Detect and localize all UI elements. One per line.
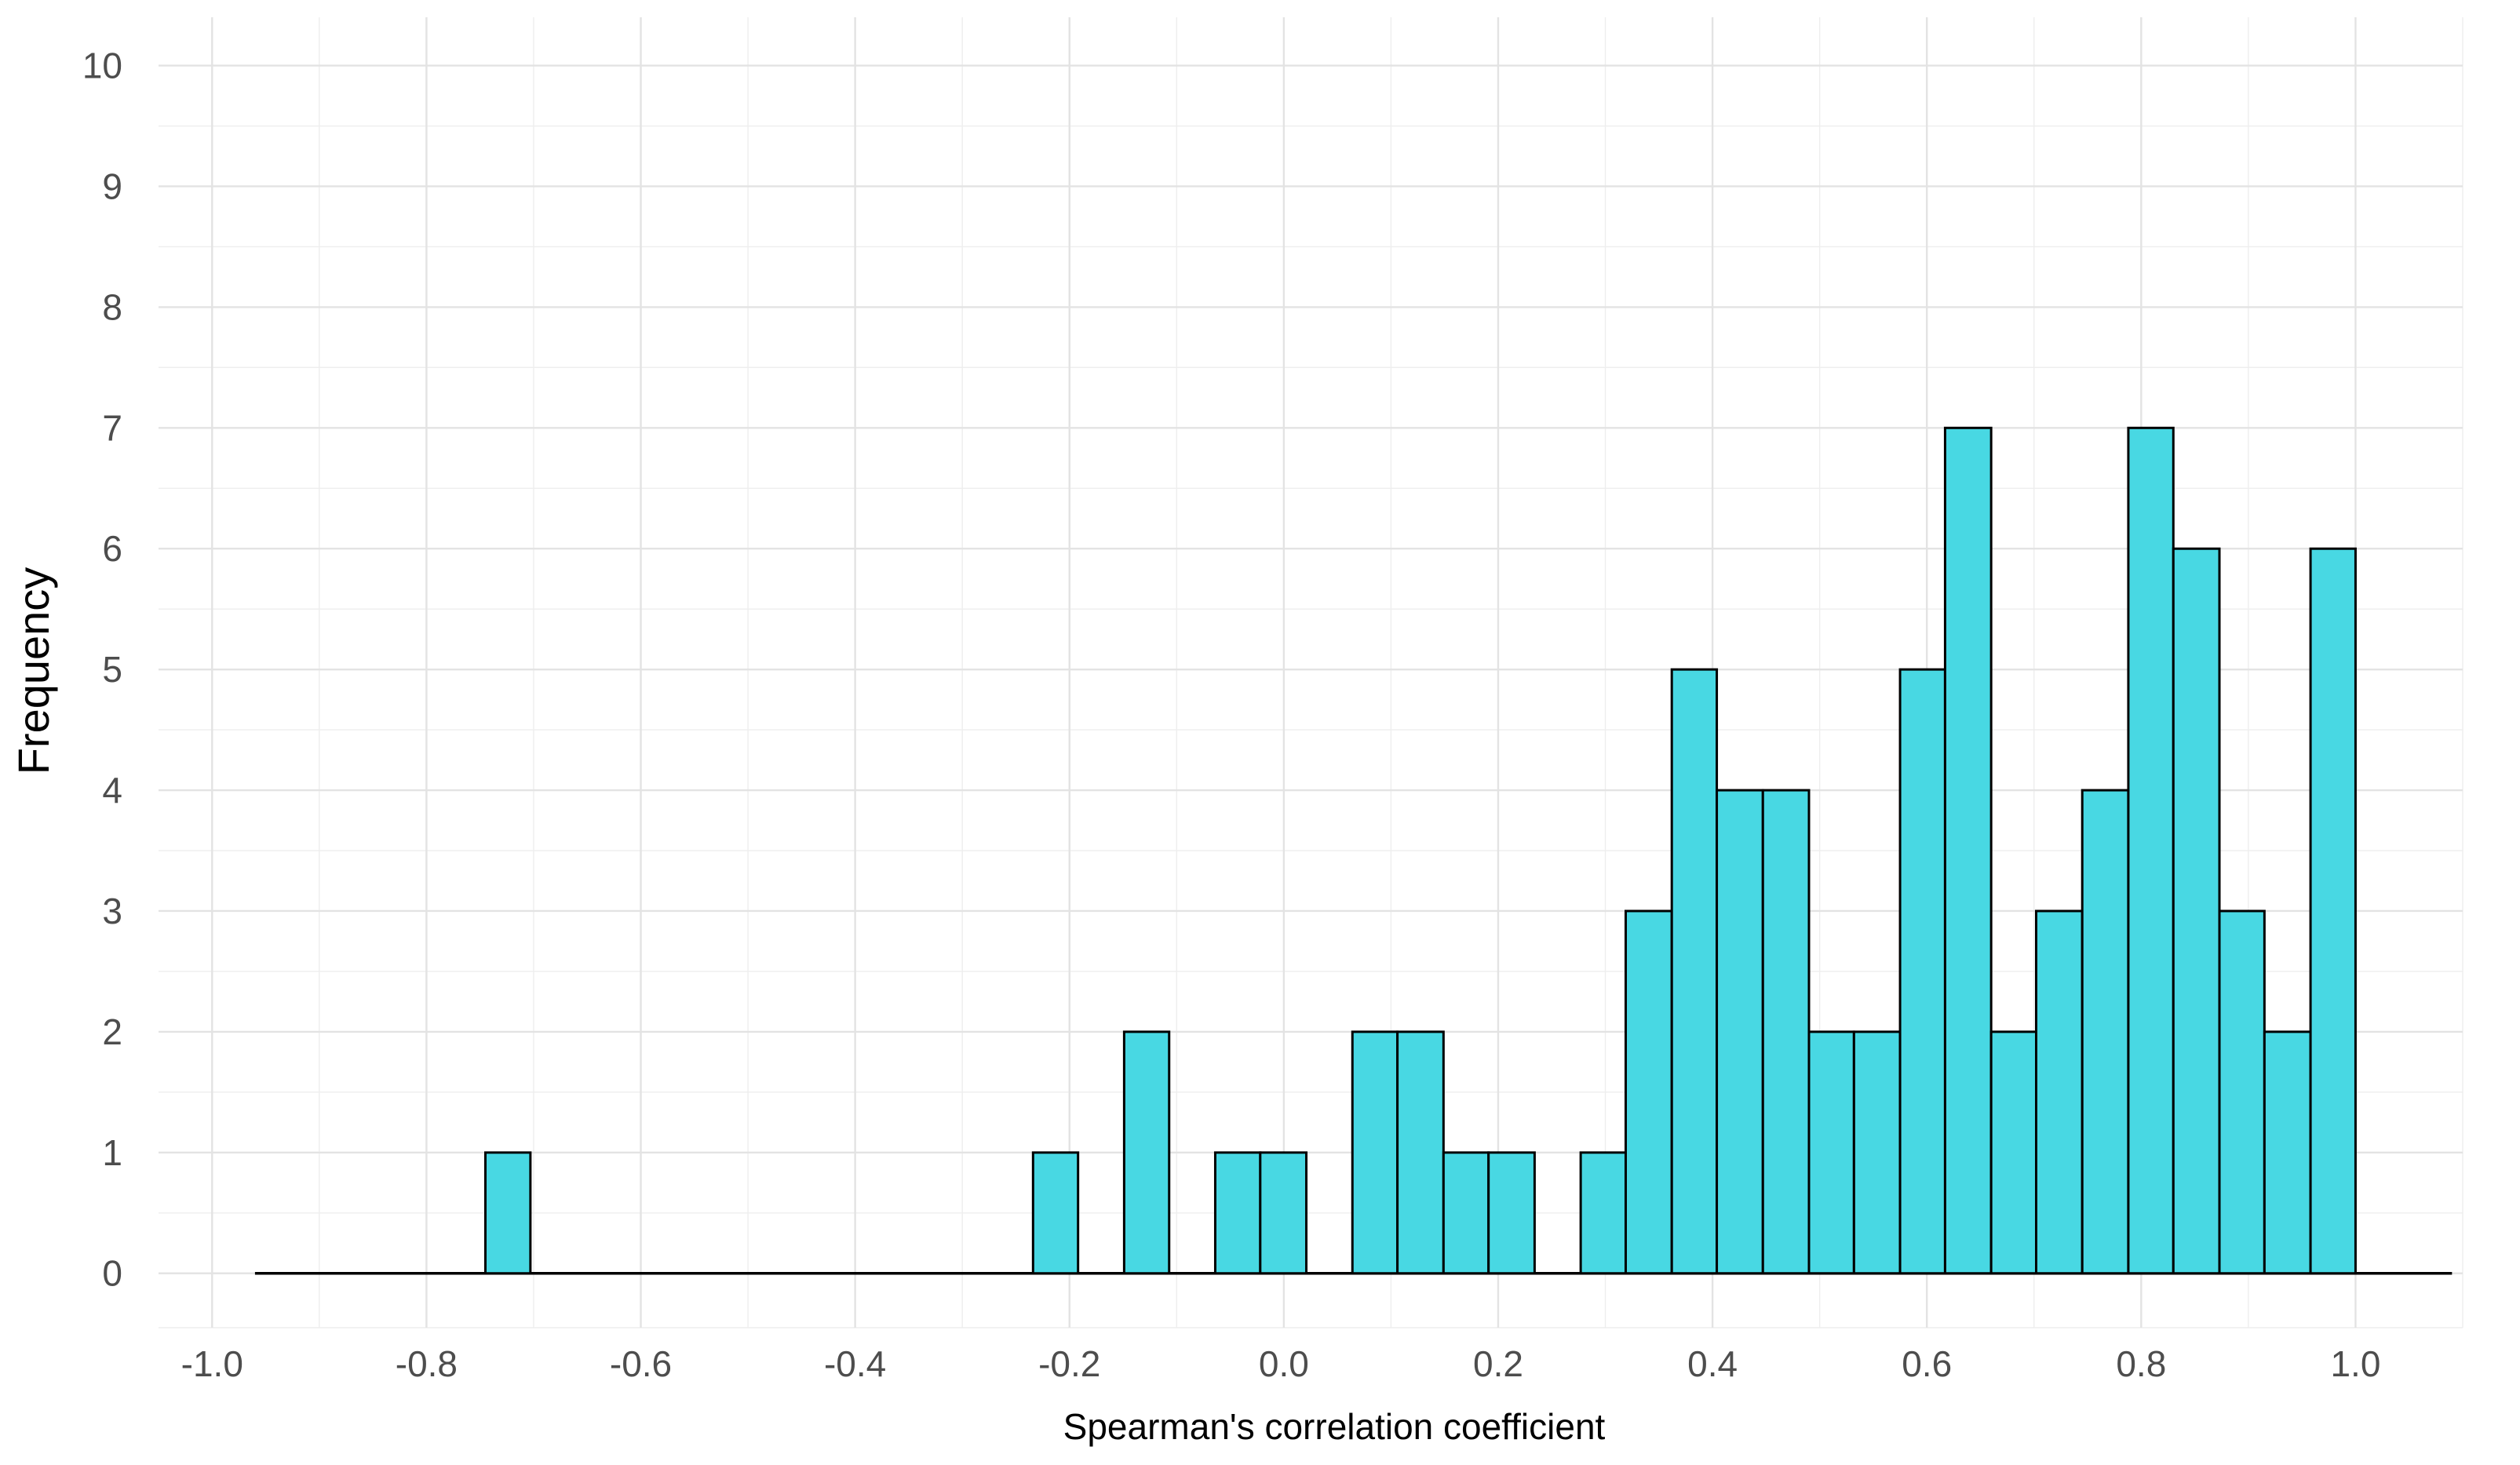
histogram-bar xyxy=(1442,1151,1490,1275)
histogram-bar xyxy=(1213,1151,1262,1275)
y-tick-label: 2 xyxy=(102,1011,122,1052)
x-tick-label: 0.8 xyxy=(2116,1343,2166,1384)
histogram-bar xyxy=(1989,1030,2037,1275)
histogram-bar xyxy=(1624,909,1673,1275)
histogram-bar xyxy=(1031,1151,1080,1275)
x-tick-label: 0.6 xyxy=(1902,1343,1952,1384)
x-tick-label: -1.0 xyxy=(181,1343,243,1384)
histogram-bar xyxy=(2218,909,2266,1275)
y-tick-label: 7 xyxy=(102,407,122,448)
histogram-bar xyxy=(1807,1030,1855,1275)
y-tick-label: 3 xyxy=(102,891,122,931)
y-tick-label: 10 xyxy=(82,46,122,86)
y-tick-label: 6 xyxy=(102,528,122,569)
y-tick-label: 0 xyxy=(102,1253,122,1294)
y-tick-label: 9 xyxy=(102,166,122,206)
histogram-bar xyxy=(1761,789,1811,1275)
histogram-bar xyxy=(1351,1030,1399,1275)
histogram-bar xyxy=(1898,668,1946,1275)
histogram-bar xyxy=(2263,1030,2312,1275)
x-tick-label: -0.6 xyxy=(610,1343,672,1384)
y-axis-ticks: 0 1 2 3 4 5 6 7 8 9 10 xyxy=(82,46,122,1294)
histogram-bar xyxy=(2309,547,2357,1275)
x-tick-label: -0.2 xyxy=(1038,1343,1100,1384)
histogram-bar xyxy=(1487,1151,1536,1275)
histogram-bar xyxy=(1579,1151,1627,1275)
x-tick-label: 1.0 xyxy=(2330,1343,2380,1384)
x-tick-label: -0.8 xyxy=(396,1343,458,1384)
x-axis-ticks: -1.0 -0.8 -0.6 -0.4 -0.2 0.0 0.2 0.4 0.6 0.8 1.0 xyxy=(181,1343,2381,1384)
bars xyxy=(484,426,2357,1275)
histogram-bar xyxy=(2172,547,2221,1275)
histogram-bar xyxy=(2127,426,2175,1275)
y-tick-label: 8 xyxy=(102,286,122,327)
histogram-bar xyxy=(1670,668,1719,1275)
histogram-bar xyxy=(1943,426,1993,1275)
histogram-bar xyxy=(2034,909,2084,1275)
y-tick-label: 5 xyxy=(102,649,122,690)
histogram-bar xyxy=(1259,1151,1308,1275)
histogram-bar xyxy=(1122,1030,1171,1275)
x-tick-label: -0.4 xyxy=(824,1343,886,1384)
x-tick-label: 0.2 xyxy=(1473,1343,1523,1384)
histogram-bar xyxy=(484,1151,532,1275)
histogram-bar xyxy=(1852,1030,1902,1275)
x-tick-label: 0.0 xyxy=(1259,1343,1309,1384)
y-tick-label: 1 xyxy=(102,1132,122,1173)
histogram-bar xyxy=(1396,1030,1445,1275)
y-axis-title: Frequency xyxy=(9,567,58,775)
x-tick-label: 0.4 xyxy=(1687,1343,1738,1384)
histogram-bar xyxy=(2081,789,2130,1275)
histogram-bar xyxy=(1716,789,1764,1275)
y-tick-label: 4 xyxy=(102,770,122,811)
x-axis-title: Spearman's correlation coefficient xyxy=(1063,1406,1606,1447)
